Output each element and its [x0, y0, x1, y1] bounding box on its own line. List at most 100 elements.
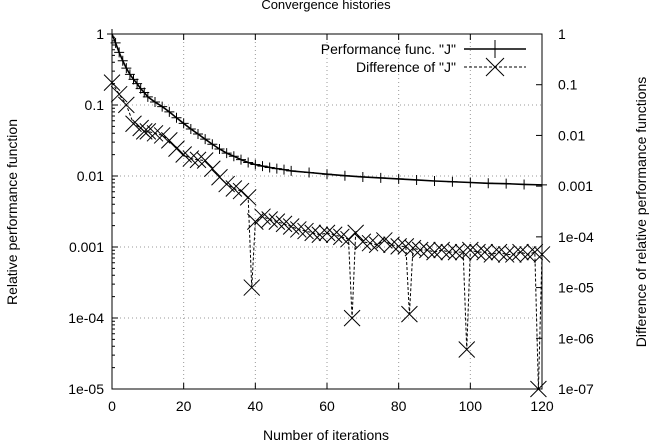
y-tick-label: 1e-05: [68, 381, 104, 397]
x-tick-label: 120: [530, 398, 554, 414]
data-point-plus: [286, 165, 297, 176]
data-point-cross: [318, 224, 336, 242]
data-point-plus: [465, 177, 476, 188]
data-point-cross: [125, 115, 142, 133]
data-point-cross: [504, 246, 522, 263]
data-point-cross: [225, 180, 243, 197]
y2-tick-label: 0.001: [558, 178, 593, 194]
data-point-plus: [429, 176, 440, 187]
data-point-plus: [483, 178, 494, 189]
y2-tick-label: 1e-07: [558, 381, 594, 397]
data-point-plus: [447, 176, 458, 187]
data-point-cross: [433, 241, 451, 259]
data-point-cross: [397, 237, 415, 255]
y-tick-label: 1e-04: [68, 310, 104, 326]
data-point-cross: [401, 305, 418, 323]
data-point-plus: [279, 164, 289, 175]
data-point-cross: [117, 96, 135, 114]
legend-label: Difference of "J": [356, 59, 456, 75]
data-point-plus: [157, 101, 168, 112]
data-point-cross: [304, 224, 322, 242]
data-point-plus: [264, 162, 275, 173]
x-tick-label: 0: [108, 398, 116, 414]
data-point-cross: [268, 213, 286, 230]
data-point-cross: [426, 243, 443, 261]
data-point-cross: [440, 243, 458, 261]
data-point-plus: [228, 151, 239, 162]
data-point-plus: [171, 112, 182, 123]
data-point-cross: [261, 211, 279, 228]
data-point-plus: [132, 78, 143, 89]
y2-tick-label: 1e-06: [558, 330, 594, 346]
data-point-cross: [232, 182, 250, 200]
y-tick-label: 0.01: [77, 168, 104, 184]
data-point-plus: [322, 169, 332, 180]
data-point-cross: [153, 127, 171, 144]
data-point-plus: [164, 106, 175, 117]
data-point-cross: [254, 208, 271, 226]
data-point-cross: [135, 123, 153, 140]
series-layer: [103, 29, 551, 398]
data-point-cross: [447, 243, 465, 261]
data-point-cross: [458, 341, 476, 358]
y-axis-ticks: 1 0.1 0.01 0.001 1e-04 1e-05: [68, 26, 118, 397]
data-point-plus: [117, 55, 128, 66]
data-point-plus: [501, 178, 512, 189]
data-point-cross: [512, 243, 529, 261]
x-axis-label: Number of iterations: [263, 427, 389, 440]
data-point-cross: [343, 309, 361, 327]
data-point-cross: [483, 246, 501, 263]
data-point-cross: [160, 131, 178, 149]
data-point-cross: [168, 140, 185, 157]
data-point-cross: [203, 160, 221, 178]
data-point-plus: [114, 47, 125, 58]
data-point-cross: [246, 213, 264, 230]
grid-lines: [112, 34, 542, 389]
data-point-cross: [368, 236, 386, 254]
x-axis-ticks: 0 20 40 60 80 100 120: [108, 34, 554, 414]
data-point-cross: [418, 241, 436, 259]
data-point-plus: [257, 161, 268, 172]
data-point-cross: [361, 234, 379, 252]
y2-tick-label: 1e-05: [558, 280, 594, 296]
data-point-cross: [354, 233, 372, 251]
data-point-cross: [196, 152, 214, 169]
data-point-plus: [142, 91, 153, 102]
data-point-plus: [150, 97, 160, 108]
data-point-cross: [275, 215, 293, 233]
data-point-plus: [519, 179, 530, 190]
data-point-plus: [411, 174, 422, 185]
data-point-cross: [404, 239, 422, 257]
data-point-cross: [146, 124, 164, 142]
series-performance-func: [107, 29, 547, 190]
y2-axis-ticks: 1 0.1 0.01 0.001 1e-04 1e-05 1e-06 1e-07: [536, 26, 594, 397]
data-point-cross: [526, 243, 544, 261]
legend-label: Performance func. "J": [321, 41, 456, 57]
data-point-cross: [297, 222, 314, 240]
data-point-plus: [243, 157, 254, 168]
data-point-cross: [461, 241, 479, 259]
data-point-plus: [121, 63, 132, 74]
data-point-plus: [178, 118, 189, 129]
data-point-cross: [325, 226, 343, 244]
data-point-cross: [469, 243, 486, 261]
y-axis-label: Relative performance function: [4, 119, 20, 305]
data-point-plus: [271, 163, 282, 174]
data-point-plus: [304, 167, 315, 178]
x-tick-label: 80: [391, 398, 407, 414]
data-point-cross: [289, 221, 307, 238]
data-point-cross: [218, 175, 236, 193]
data-point-plus: [185, 123, 196, 134]
x-tick-label: 100: [459, 398, 483, 414]
data-point-cross: [383, 236, 400, 254]
x-tick-label: 20: [176, 398, 192, 414]
data-point-cross: [485, 57, 505, 77]
data-point-plus: [193, 129, 203, 140]
data-point-cross: [347, 224, 365, 242]
data-point-cross: [189, 151, 207, 169]
data-point-plus: [207, 139, 218, 150]
x-tick-label: 60: [319, 398, 335, 414]
data-point-plus: [250, 159, 261, 170]
data-point-cross: [139, 123, 157, 140]
